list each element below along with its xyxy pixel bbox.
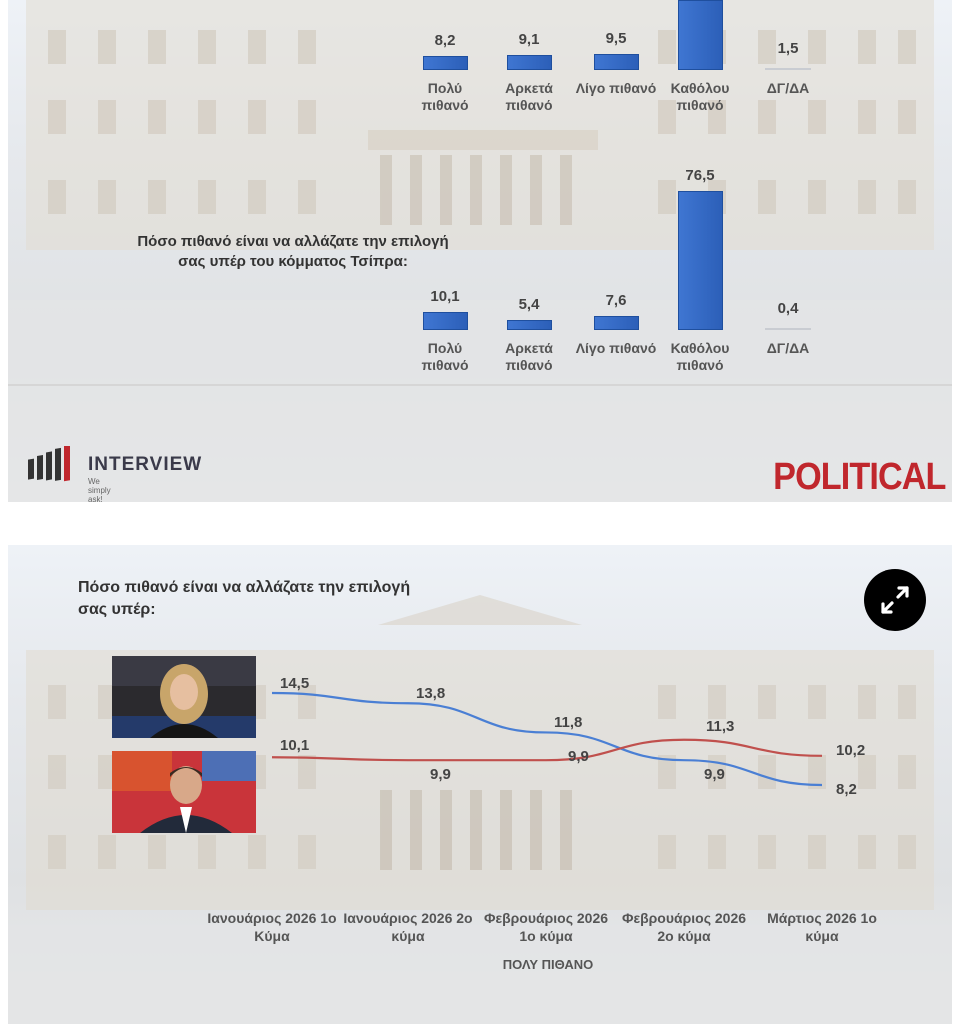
top-chart-panel: Πόσο πιθανό είναι να αλλάζατε την επιλογ… — [8, 0, 952, 502]
chart1-bar-1 — [506, 54, 552, 70]
chart2-value-4: 0,4 — [777, 300, 799, 317]
chart2-value-1: 5,4 — [518, 296, 540, 314]
series-1-label-0: 10,1 — [280, 737, 310, 755]
chart2-bar-2 — [593, 316, 639, 330]
x-tick-label-2: Φεβρουάριος 2026 1ο κύμα — [483, 910, 609, 944]
chart2-value-3: 76,5 — [685, 166, 715, 184]
candidate-photo-man — [112, 751, 256, 833]
expand-button[interactable] — [864, 569, 926, 631]
chart1-bar-4 — [765, 68, 811, 70]
series-0-label-4: 8,2 — [836, 781, 857, 798]
candidate-photo-woman — [112, 656, 256, 738]
chart2-value-0: 10,1 — [430, 287, 460, 305]
series-1-label-2: 9,9 — [568, 748, 589, 766]
chart1-value-0: 8,2 — [434, 32, 456, 50]
interview-name: INTERVIEW — [88, 454, 203, 475]
line-chart-x-title: ΠΟΛΥ ΠΙΘΑΝΟ — [502, 957, 594, 972]
chart1-category-2: Λίγο πιθανό — [575, 80, 657, 96]
chart1-category-1: Αρκετά πιθανό — [505, 80, 553, 113]
series-line-0 — [271, 691, 823, 787]
line-chart-title: Πόσο πιθανό είναι να αλλάζατε την επιλογ… — [78, 579, 411, 618]
series-0-label-1: 13,8 — [416, 685, 446, 703]
chart2-category-1: Αρκετά πιθανό — [505, 340, 553, 373]
chart1-bar-0 — [422, 56, 468, 70]
chart1-category-4: ΔΓ/ΔΑ — [766, 80, 810, 96]
chart2-bar-0 — [422, 311, 468, 330]
chart2-category-0: Πολύ πιθανό — [421, 340, 469, 373]
series-0-label-2: 11,8 — [554, 714, 583, 732]
series-0-label-3: 9,9 — [704, 766, 725, 784]
x-tick-label-0: Ιανουάριος 2026 1ο Κύμα — [207, 910, 337, 944]
series-1-label-3: 11,3 — [706, 717, 735, 735]
chart2-title: Πόσο πιθανό είναι να αλλάζατε την επιλογ… — [137, 233, 449, 270]
chart1-bar-3 — [677, 0, 723, 70]
chart2-category-4: ΔΓ/ΔΑ — [766, 340, 810, 356]
chart1-value-4: 1,5 — [777, 40, 799, 57]
series-1-label-1: 9,9 — [430, 766, 451, 784]
chart2-category-2: Λίγο πιθανό — [575, 340, 657, 356]
line-chart-plot — [271, 691, 823, 787]
x-tick-label-1: Ιανουάριος 2026 2ο κύμα — [343, 910, 473, 944]
chart1-value-2: 9,5 — [605, 29, 627, 47]
series-1-label-4: 10,2 — [836, 741, 866, 759]
chart1-category-0: Πολύ πιθανό — [421, 80, 469, 113]
chart2-value-2: 7,6 — [605, 292, 627, 310]
series-line-1 — [271, 738, 823, 762]
chart2-bar-1 — [506, 320, 552, 330]
x-tick-label-4: Μάρτιος 2026 1ο κύμα — [767, 910, 877, 944]
interview-logo: INTERVIEW We simply ask! — [26, 444, 201, 502]
parliament-background — [8, 0, 952, 502]
chart2-category-3: Καθόλου πιθανό — [670, 340, 730, 373]
political-logo: POLITICAL — [773, 456, 947, 498]
chart2-bar-3 — [677, 190, 723, 330]
chart2-bar-4 — [765, 328, 811, 330]
interview-logo-icon — [28, 444, 70, 482]
chart1-value-1: 9,1 — [518, 30, 540, 48]
line-chart-panel: Πόσο πιθανό είναι να αλλάζατε την επιλογ… — [8, 545, 952, 1024]
interview-tagline: We simply ask! — [88, 477, 111, 502]
chart1-bar-2 — [593, 53, 639, 70]
expand-arrows-icon — [881, 586, 909, 614]
chart1-category-3: Καθόλου πιθανό — [670, 80, 730, 113]
series-0-label-0: 14,5 — [280, 675, 310, 692]
x-tick-label-3: Φεβρουάριος 2026 2ο κύμα — [621, 910, 747, 944]
